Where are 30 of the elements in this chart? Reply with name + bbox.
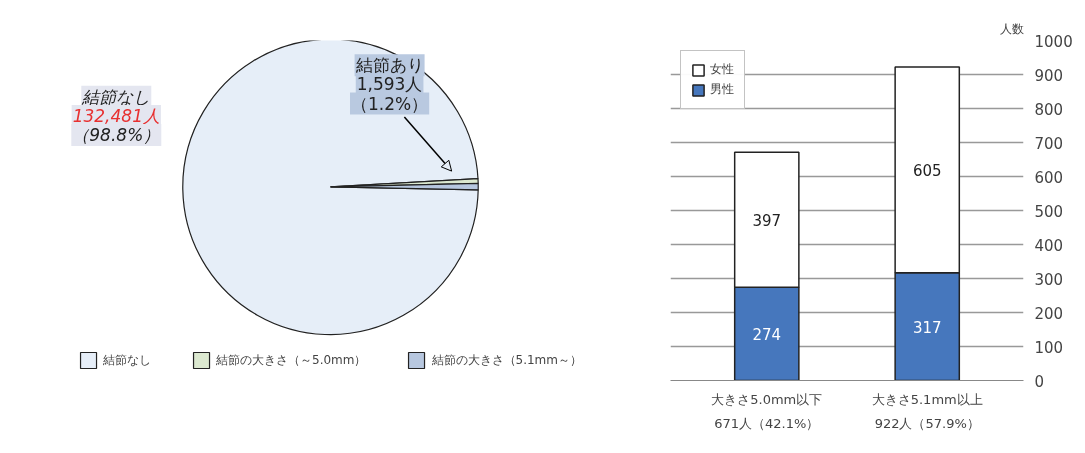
text: 922人（57.9%） <box>874 415 980 431</box>
y-tick-label: 200 <box>1034 304 1064 323</box>
text: 132,481人 <box>72 105 160 126</box>
data-label: 317 <box>912 318 942 337</box>
y-axis-title: 人数 <box>999 21 1024 36</box>
y-tick-label: 100 <box>1034 338 1064 357</box>
data-label: 605 <box>912 161 942 180</box>
data-label: 274 <box>752 325 782 344</box>
text: 結節あり <box>354 55 424 76</box>
y-tick-label: 600 <box>1034 168 1064 187</box>
legend-label: 結節なし <box>103 351 152 369</box>
text: 671人（42.1%） <box>714 415 820 431</box>
legend-label: 男性 <box>710 81 734 98</box>
legend-label: 結節の大きさ（～5.0mm） <box>216 351 367 369</box>
legend-label: 結節の大きさ（5.1mm～） <box>431 351 582 369</box>
text: 1,593人 <box>356 74 423 95</box>
y-tick-label: 500 <box>1034 202 1064 221</box>
data-label: 397 <box>752 211 782 230</box>
y-tick-label: 400 <box>1034 236 1064 255</box>
legend-label: 女性 <box>710 61 734 78</box>
y-tick-label: 300 <box>1034 270 1064 289</box>
text: （1.2%） <box>351 93 429 114</box>
text: （98.8%） <box>72 125 161 146</box>
y-tick-label: 800 <box>1034 100 1064 119</box>
x-tick-label: 大きさ5.0mm以下 <box>711 391 823 407</box>
y-tick-label: 700 <box>1034 134 1064 153</box>
x-tick-label: 大きさ5.1mm以上 <box>871 391 983 407</box>
y-tick-label: 900 <box>1034 66 1064 85</box>
y-tick-label: 1000 <box>1034 32 1073 51</box>
y-tick-label: 0 <box>1034 372 1045 391</box>
